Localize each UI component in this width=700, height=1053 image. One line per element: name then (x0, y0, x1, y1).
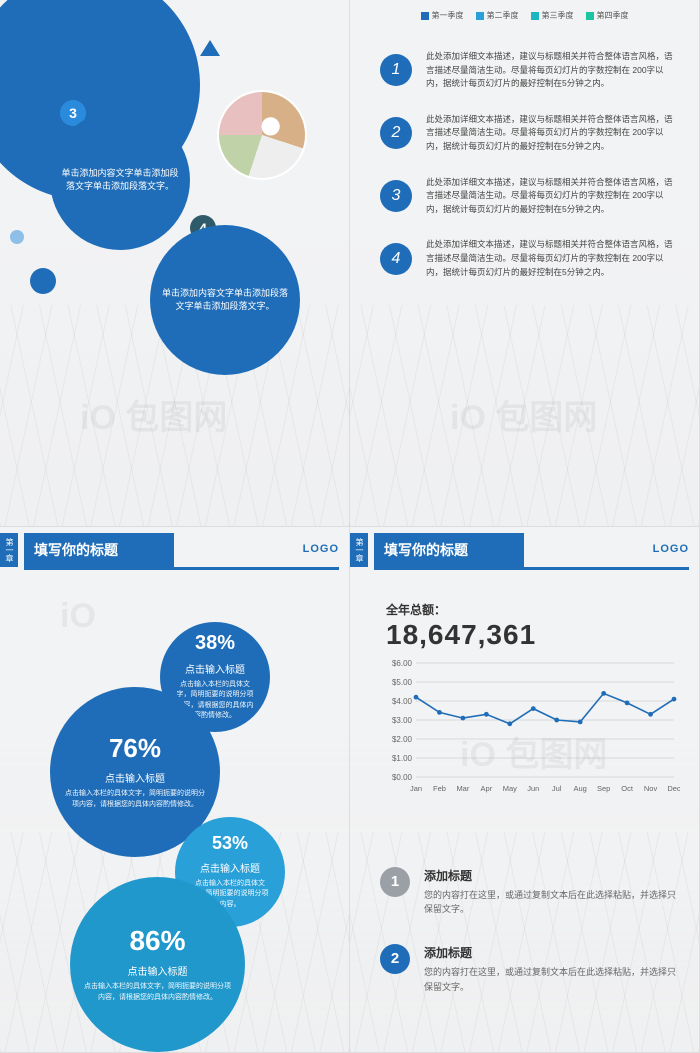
svg-text:Apr: Apr (481, 784, 493, 793)
total-label: 全年总额： (386, 601, 446, 618)
pct-desc: 点击输入本栏的具体文字，简明扼要的说明分项内容，请根据您的具体内容酌情修改。 (70, 982, 245, 1003)
slide-line-chart: 第一章 填写你的标题 LOGO 全年总额： 18,647,361 $0.00 $1… (350, 527, 700, 1053)
slide-header: 第一章 填写你的标题 LOGO (350, 527, 699, 575)
pct-value: 38% (195, 632, 235, 655)
info-item: 1 添加标题 您的内容打在这里，或通过复制文本后在此选择粘贴，并选择只保留文字。 (380, 867, 679, 917)
bubble-3-text: 单击添加内容文字单击添加段落文字单击添加段落文字。 (60, 167, 180, 194)
bubble-4-text: 单击添加内容文字单击添加段落文字单击添加段落文字。 (160, 287, 290, 314)
svg-text:Jul: Jul (552, 784, 562, 793)
list-item: 4 此处添加详细文本描述，建议与标题相关并符合整体语言风格，语言描述尽量简洁生动… (380, 238, 679, 279)
svg-text:Mar: Mar (456, 784, 469, 793)
item-text: 此处添加详细文本描述，建议与标题相关并符合整体语言风格，语言描述尽量简洁生动。尽… (426, 176, 679, 217)
info-number: 2 (380, 944, 410, 974)
decor-triangle (200, 40, 220, 56)
list-item: 2 此处添加详细文本描述，建议与标题相关并符合整体语言风格，语言描述尽量简洁生动… (380, 113, 679, 154)
svg-text:Feb: Feb (433, 784, 446, 793)
watermark: iO 包图网 (80, 390, 227, 439)
slide-header: 第一章 填写你的标题 LOGO (0, 527, 349, 575)
svg-text:$6.00: $6.00 (392, 659, 413, 668)
item-number: 4 (380, 243, 412, 275)
legend-item: 第二季度 (476, 11, 519, 20)
svg-text:$5.00: $5.00 (392, 678, 413, 687)
total-value: 18,647,361 (386, 619, 536, 651)
item-text: 此处添加详细文本描述，建议与标题相关并符合整体语言风格，语言描述尽量简洁生动。尽… (426, 238, 679, 279)
slide-numbered-list: 第一季度 第二季度 第三季度 第四季度 1 此处添加详细文本描述，建议与标题相关并符合… (350, 0, 700, 527)
legend-item: 第一季度 (421, 11, 464, 20)
pct-title: 点击输入标题 (105, 770, 165, 785)
svg-text:Aug: Aug (574, 784, 587, 793)
logo-text: LOGO (653, 543, 689, 555)
info-desc: 您的内容打在这里，或通过复制文本后在此选择粘贴，并选择只保留文字。 (424, 965, 679, 994)
svg-text:$4.00: $4.00 (392, 697, 413, 706)
svg-text:$3.00: $3.00 (392, 716, 413, 725)
info-desc: 您的内容打在这里，或通过复制文本后在此选择粘贴，并选择只保留文字。 (424, 888, 679, 917)
item-number: 1 (380, 54, 412, 86)
watermark: iO (60, 597, 96, 636)
svg-text:$1.00: $1.00 (392, 754, 413, 763)
bubble-3: 单击添加内容文字单击添加段落文字单击添加段落文字。 (50, 110, 190, 250)
slide-title: 填写你的标题 (24, 533, 174, 567)
item-text: 此处添加详细文本描述，建议与标题相关并符合整体语言风格，语言描述尽量简洁生动。尽… (426, 50, 679, 91)
pct-title: 点击输入标题 (128, 963, 188, 978)
list-item: 1 此处添加详细文本描述，建议与标题相关并符合整体语言风格，语言描述尽量简洁生动… (380, 50, 679, 91)
pct-title: 点击输入标题 (185, 661, 245, 676)
pct-desc: 点击输入本栏的具体文字，简明扼要的说明分项内容，请根据您的具体内容酌情修改。 (50, 789, 220, 810)
pct-value: 53% (212, 833, 248, 854)
svg-text:$0.00: $0.00 (392, 773, 413, 782)
decor-dot (10, 230, 24, 244)
info-title: 添加标题 (424, 944, 679, 961)
svg-text:Jan: Jan (410, 784, 422, 793)
item-number: 2 (380, 117, 412, 149)
pct-value: 76% (109, 733, 161, 764)
svg-text:Jun: Jun (527, 784, 539, 793)
item-number: 3 (380, 180, 412, 212)
info-item: 2 添加标题 您的内容打在这里，或通过复制文本后在此选择粘贴，并选择只保留文字。 (380, 944, 679, 994)
info-list: 1 添加标题 您的内容打在这里，或通过复制文本后在此选择粘贴，并选择只保留文字。… (380, 867, 679, 1023)
line-chart: $0.00 $1.00 $2.00 $3.00 $4.00 $5.00 $6.00 Jan Fe… (380, 657, 680, 797)
chapter-tab: 第一章 (0, 533, 18, 567)
svg-text:$2.00: $2.00 (392, 735, 413, 744)
decor-dot (30, 268, 56, 294)
photo-circle (217, 90, 307, 180)
legend-item: 第三季度 (531, 11, 574, 20)
item-text: 此处添加详细文本描述，建议与标题相关并符合整体语言风格，语言描述尽量简洁生动。尽… (426, 113, 679, 154)
info-title: 添加标题 (424, 867, 679, 884)
legend: 第一季度 第二季度 第三季度 第四季度 (350, 10, 699, 21)
slide-bubbles-diagram: 3 单击添加内容文字单击添加段落文字单击添加段落文字。 4 单击添加内容文字单击… (0, 0, 350, 527)
bubble-4: 单击添加内容文字单击添加段落文字单击添加段落文字。 (150, 225, 300, 375)
percent-bubble-4: 86% 点击输入标题 点击输入本栏的具体文字，简明扼要的说明分项内容，请根据您的… (70, 877, 245, 1052)
svg-text:May: May (503, 784, 517, 793)
watermark: iO 包图网 (450, 390, 597, 439)
legend-item: 第四季度 (586, 11, 629, 20)
list-item: 3 此处添加详细文本描述，建议与标题相关并符合整体语言风格，语言描述尽量简洁生动… (380, 176, 679, 217)
svg-text:Dec: Dec (667, 784, 680, 793)
header-rule (24, 567, 339, 571)
pct-value: 86% (129, 925, 185, 957)
header-rule (374, 567, 689, 571)
pct-title: 点击输入标题 (200, 860, 260, 875)
svg-text:Nov: Nov (644, 784, 658, 793)
svg-text:Oct: Oct (621, 784, 634, 793)
slide-title: 填写你的标题 (374, 533, 524, 567)
slide-percent-bubbles: 第一章 填写你的标题 LOGO 38% 点击输入标题 点击输入本栏的具体文字，简… (0, 527, 350, 1053)
chapter-tab: 第一章 (350, 533, 368, 567)
info-number: 1 (380, 867, 410, 897)
logo-text: LOGO (303, 543, 339, 555)
numbered-items: 1 此处添加详细文本描述，建议与标题相关并符合整体语言风格，语言描述尽量简洁生动… (380, 50, 679, 301)
svg-text:Sep: Sep (597, 784, 610, 793)
